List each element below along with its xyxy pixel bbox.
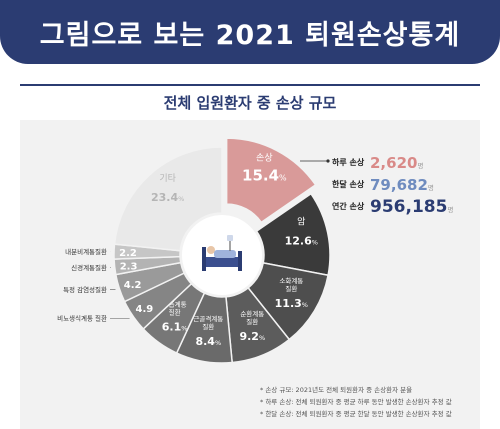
slice-value: 2.3 (120, 261, 138, 272)
slice-label: 손상 (256, 152, 273, 163)
footnote: * 손상 규모: 2021년도 전체 퇴원환자 중 손상환자 분율 (260, 386, 413, 394)
slice-label: 순환계통 (240, 309, 264, 318)
pie-slice (225, 286, 291, 364)
footnote: * 한달 손상: 전체 퇴원환자 중 평균 한달 동안 발생한 손상환자 추정 … (260, 410, 452, 418)
page-title: 그림으로 보는 2021 퇴원손상통계 (39, 19, 461, 51)
slice-value: 9.2% (239, 330, 265, 343)
stat-value: 79,682명 (370, 176, 434, 194)
patient-head (207, 246, 215, 254)
stat-value: 956,185명 (370, 197, 453, 217)
slice-label: 암 (297, 215, 305, 227)
slice-value: 4.2 (124, 280, 142, 291)
footnotes: * 손상 규모: 2021년도 전체 퇴원환자 중 손상환자 분율 * 하루 손… (260, 384, 490, 420)
slice-label: 질환 (285, 284, 297, 293)
hospital-bed-patient-icon (202, 235, 242, 271)
slice-value: 8.4% (195, 335, 221, 348)
slice-label: 기타 (159, 173, 176, 184)
stats-leader-dot (326, 159, 330, 163)
slice-value: 15.4% (242, 166, 287, 184)
slice-value: 6.1% (162, 321, 188, 334)
stat-label: 한달 손상 (332, 179, 365, 189)
pie-slice (113, 146, 223, 252)
stat-label: 연간 손상 (332, 201, 365, 211)
bed-footboard (238, 251, 242, 271)
slice-value: 4.9 (136, 304, 154, 315)
bed-headboard (202, 247, 206, 271)
slice-label: 질환 (202, 322, 214, 331)
slice-value: 12.6% (285, 234, 318, 247)
pie-slice (255, 192, 331, 277)
slice-value: 11.3% (275, 297, 308, 310)
slice-outside-label: 내분비계통질환 (65, 247, 107, 256)
stat-label: 하루 손상 (332, 157, 365, 167)
header-banner: 그림으로 보는 2021 퇴원손상통계 (0, 0, 500, 64)
slice-value: 2.2 (119, 248, 137, 259)
pie-slice (225, 137, 317, 224)
slice-outside-label: 비뇨생식계통 질환 (57, 314, 107, 323)
bed-frame (202, 257, 242, 267)
divider (20, 84, 480, 86)
pie-slice (247, 261, 329, 341)
iv-bag (227, 235, 233, 241)
section-subtitle: 전체 입원환자 중 손상 규모 (163, 94, 337, 112)
slice-label: 호흡계통 (163, 300, 187, 309)
slice-value: 23.4% (151, 191, 184, 204)
stat-value: 2,620명 (370, 154, 423, 172)
blanket (214, 250, 236, 258)
slice-label: 소화계통 (279, 276, 303, 285)
slice-label: 질환 (169, 308, 181, 317)
slice-label: 근골격계통 (193, 314, 223, 323)
slice-label: 질환 (246, 317, 258, 326)
footnote: * 하루 손상: 전체 퇴원환자 중 평균 하루 동안 발생한 손상환자 추정 … (260, 398, 452, 406)
slice-outside-label: 신경계통질환 (71, 263, 107, 272)
slice-outside-label: 특정 감염성질환 (63, 285, 107, 294)
